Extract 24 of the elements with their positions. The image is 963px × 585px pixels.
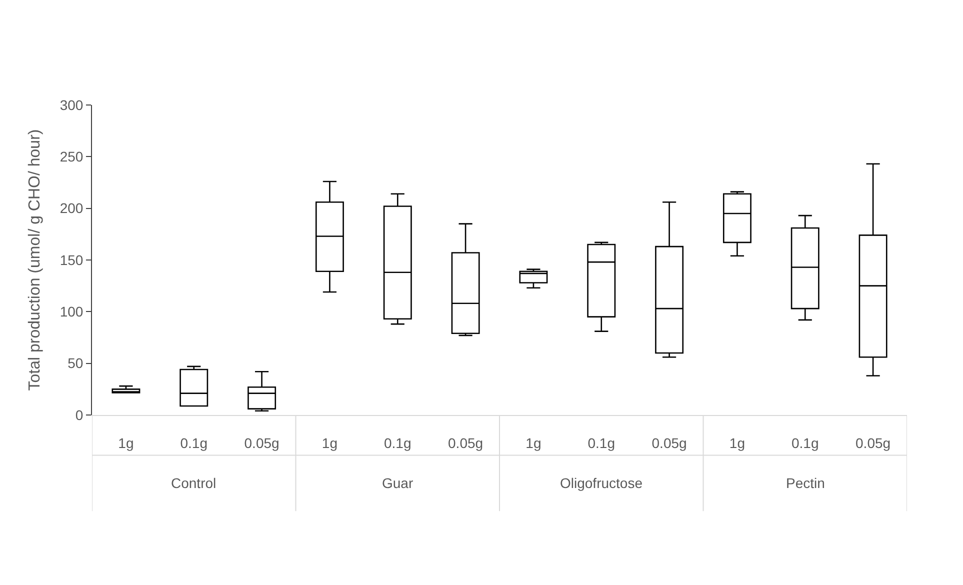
- text: Guar: [382, 475, 414, 491]
- text: Oligofructose: [560, 475, 643, 491]
- y-axis-title: Total production (umol/ g CHO/ hour): [26, 129, 44, 391]
- x-tick-label: 0.05g: [448, 434, 484, 451]
- y-tick-label: 250: [60, 148, 84, 165]
- x-tick-label: 1g: [322, 434, 338, 451]
- x-tick-label: 1g: [118, 434, 134, 451]
- y-tick-label: 0: [75, 406, 84, 423]
- x-tick-label: 1g: [729, 434, 745, 451]
- text: Control: [171, 475, 216, 491]
- x-tick-label: 0.1g: [792, 434, 819, 451]
- x-tick-label: 0.05g: [244, 434, 280, 451]
- x-tick-label: 0.1g: [384, 434, 412, 451]
- y-tick-label: 200: [60, 200, 84, 216]
- x-tick-label: 0.1g: [588, 434, 616, 451]
- y-tick-label: 300: [60, 96, 84, 113]
- y-tick-label: 150: [60, 252, 84, 268]
- y-tick-label: 100: [60, 304, 84, 320]
- x-tick-label: 0.05g: [856, 434, 891, 451]
- text: Pectin: [786, 475, 825, 491]
- x-tick-label: 0.05g: [652, 434, 687, 451]
- x-tick-label: 1g: [526, 434, 542, 451]
- y-tick-label: 50: [68, 355, 84, 372]
- x-tick-label: 0.1g: [180, 434, 208, 451]
